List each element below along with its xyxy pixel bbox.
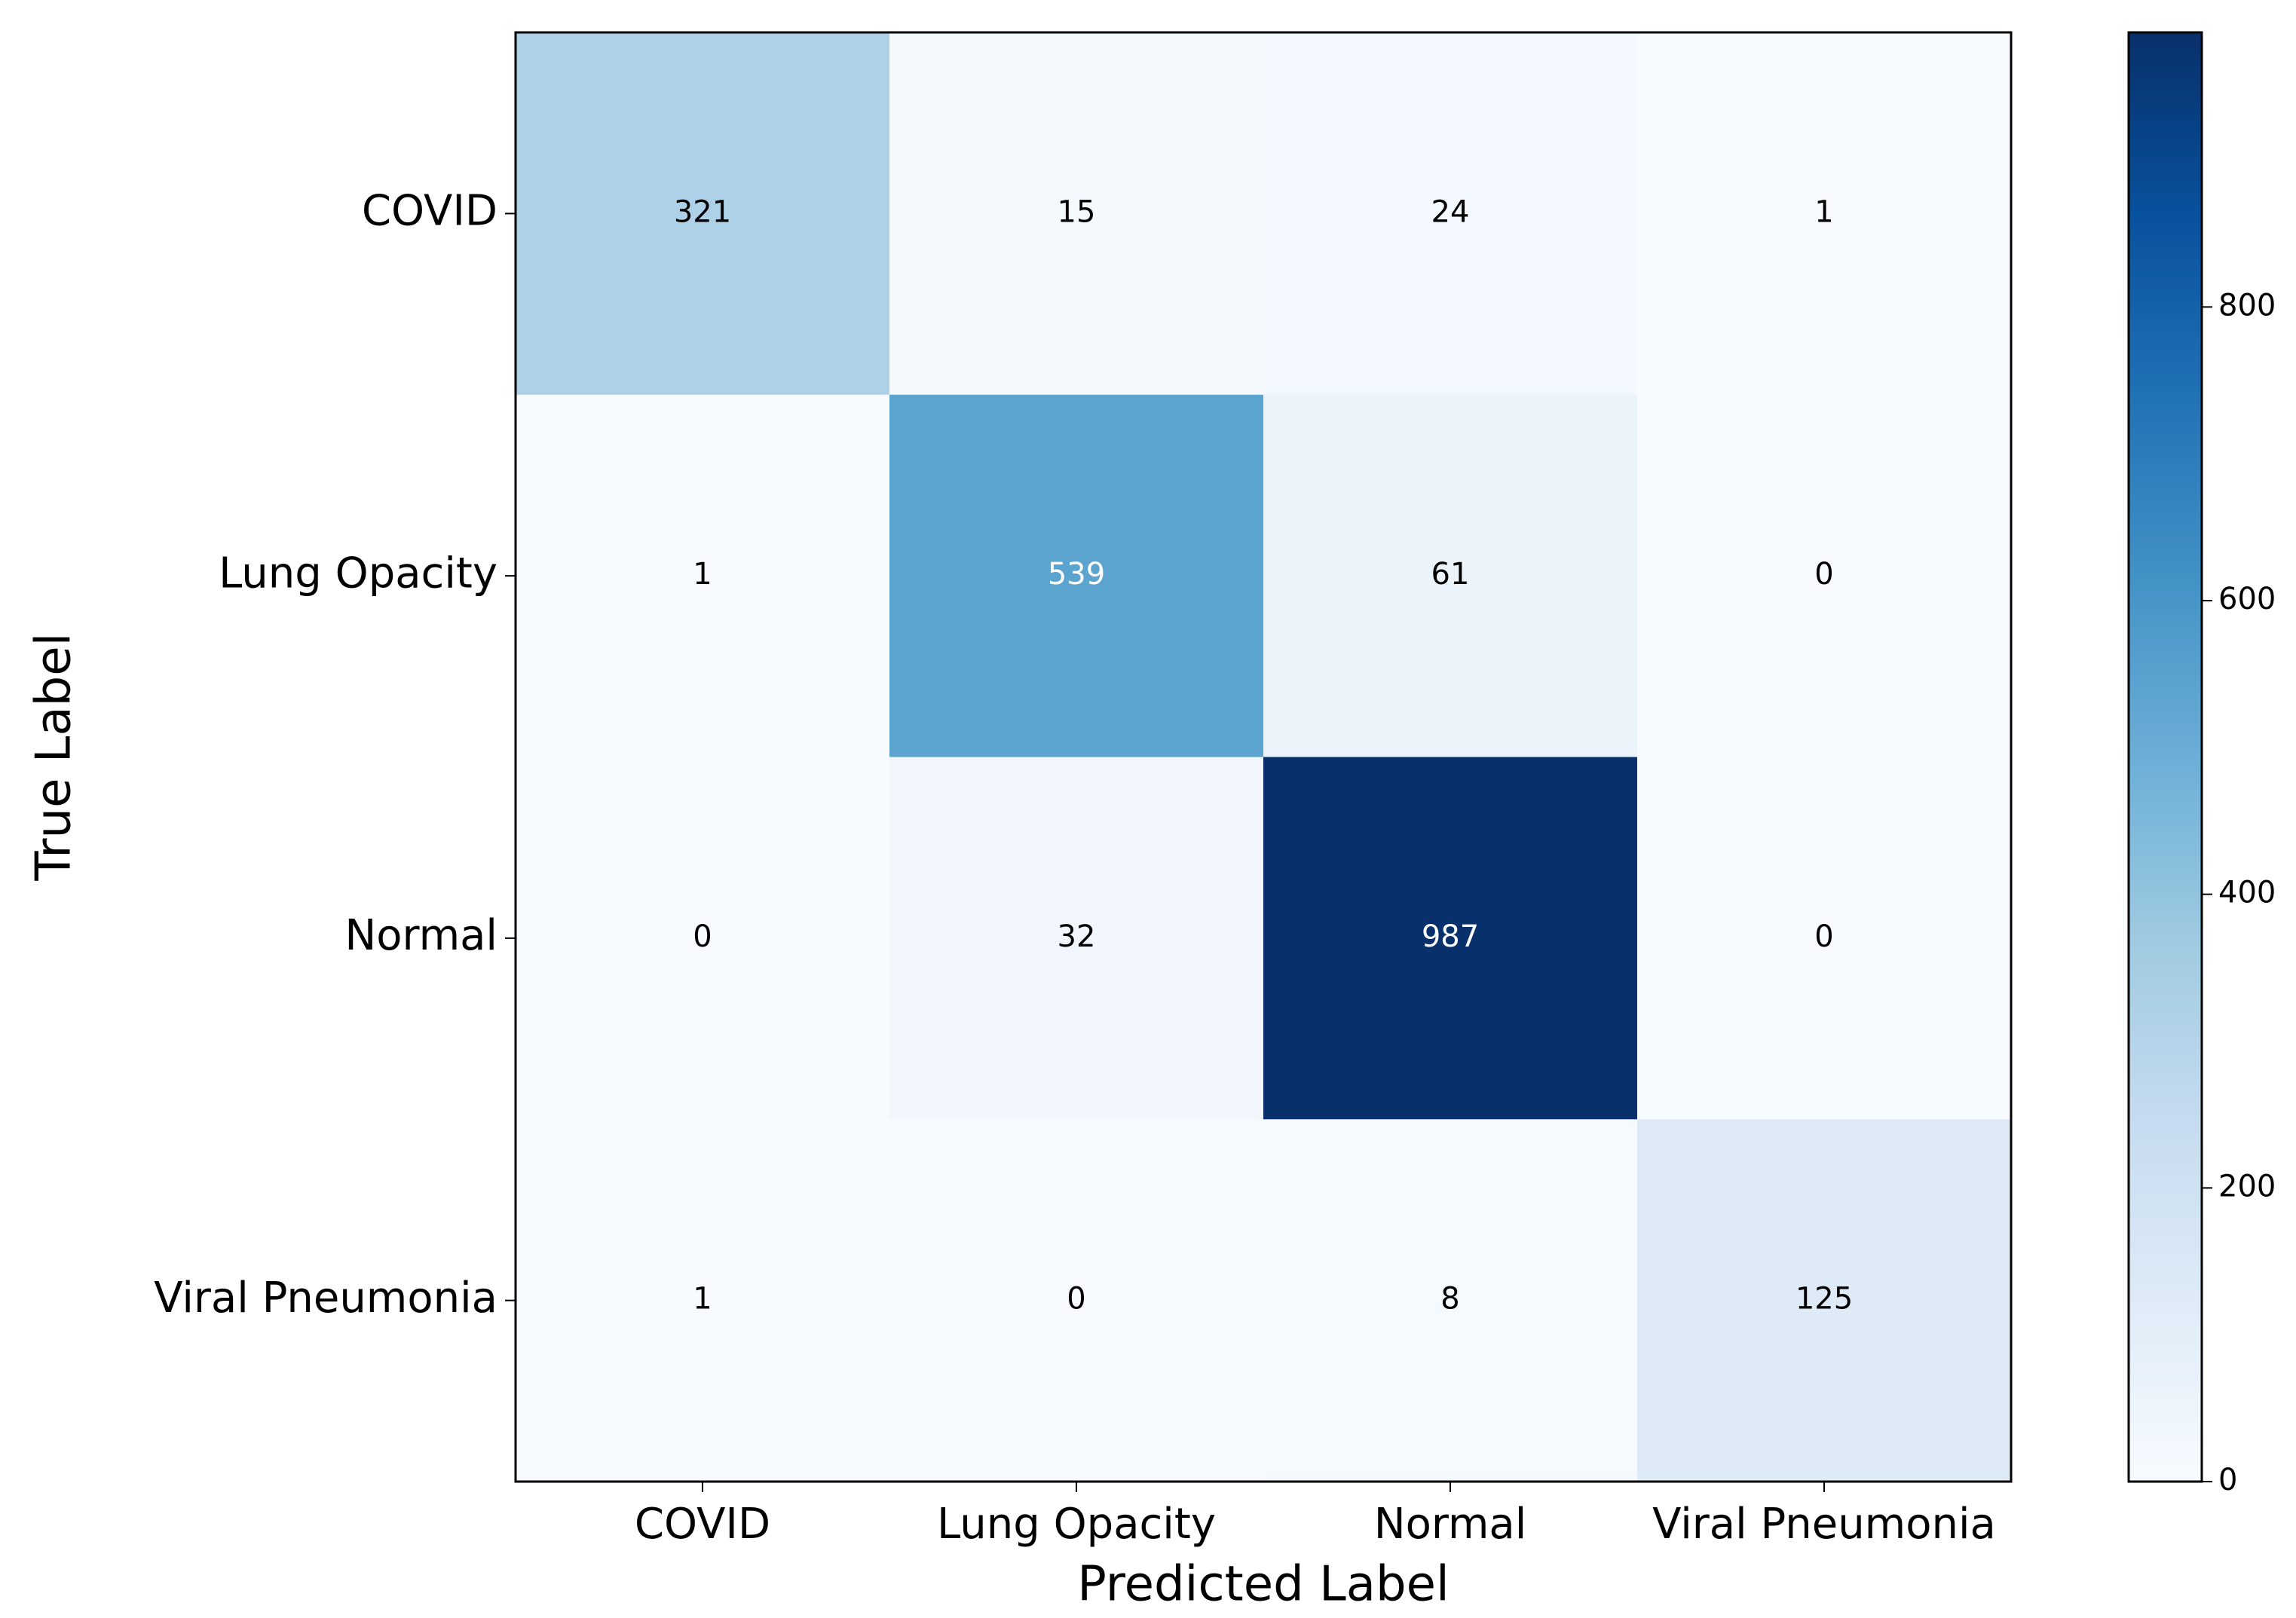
cell-label: 1 <box>693 1282 712 1317</box>
cell-label: 61 <box>1431 557 1470 592</box>
y-tick-label: Normal <box>344 911 497 960</box>
cell-label: 987 <box>1422 919 1479 954</box>
cell <box>1637 32 2012 396</box>
y-tick-label: Lung Opacity <box>219 549 497 598</box>
cell-label: 32 <box>1058 919 1096 954</box>
x-axis-label: Predicted Label <box>1077 1557 1449 1613</box>
cell-label: 1 <box>1814 194 1833 229</box>
colorbar-tick-label: 200 <box>2218 1169 2276 1204</box>
cell <box>1637 757 2012 1120</box>
cell-label: 24 <box>1431 194 1470 229</box>
cell <box>889 394 1264 757</box>
cell-label: 0 <box>1814 557 1833 592</box>
cell <box>1637 394 2012 757</box>
cell <box>516 1119 890 1482</box>
cell <box>889 757 1264 1120</box>
cell-label: 539 <box>1048 557 1105 592</box>
x-tick-label: Viral Pneumonia <box>1652 1500 1996 1549</box>
cell-label: 15 <box>1058 194 1096 229</box>
y-tick-label: Viral Pneumonia <box>154 1274 497 1323</box>
colorbar-tick-label: 0 <box>2218 1463 2237 1497</box>
colorbar-tick-label: 600 <box>2218 582 2276 616</box>
x-tick-label: Normal <box>1374 1500 1527 1549</box>
cell <box>889 1119 1264 1482</box>
cell <box>516 757 890 1120</box>
cell-label: 0 <box>1067 1282 1085 1317</box>
cell <box>1263 32 1638 396</box>
cell <box>516 32 890 396</box>
cell-label: 1 <box>693 557 712 592</box>
cell-label: 321 <box>674 194 731 229</box>
y-axis-label: True Label <box>26 633 82 882</box>
x-tick-label: Lung Opacity <box>937 1500 1216 1549</box>
cell-label: 125 <box>1795 1282 1853 1317</box>
cell-label: 0 <box>693 919 712 954</box>
cell <box>889 32 1264 396</box>
cell <box>1263 1119 1638 1482</box>
plot-frame <box>514 31 2013 1483</box>
cell-label: 8 <box>1440 1282 1459 1317</box>
cell-label: 0 <box>1814 919 1833 954</box>
cell <box>516 394 890 757</box>
colorbar-tick-label: 400 <box>2218 876 2276 910</box>
cell <box>1263 757 1638 1120</box>
y-tick-label: COVID <box>362 187 497 236</box>
colorbar-tick-label: 800 <box>2218 288 2276 323</box>
x-tick-label: COVID <box>635 1500 770 1549</box>
cell <box>1637 1119 2012 1482</box>
colorbar <box>2127 31 2203 1483</box>
cell <box>1263 394 1638 757</box>
